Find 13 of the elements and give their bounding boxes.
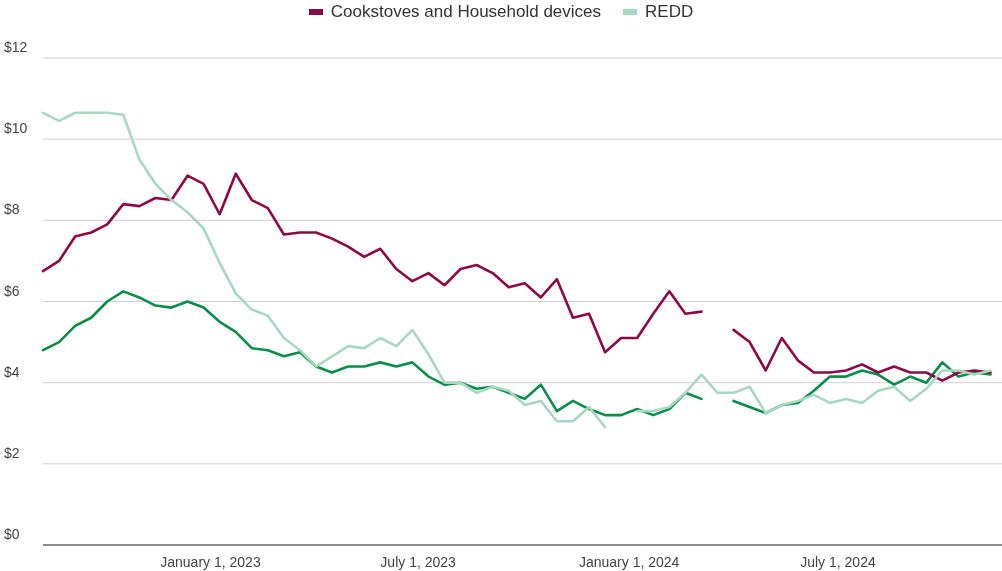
y-tick-label: $12 [4,39,28,55]
x-tick-label: July 1, 2023 [380,554,457,570]
x-tick-label: January 1, 2024 [578,554,680,570]
y-tick-label: $0 [4,526,20,542]
x-tick-label: July 1, 2024 [800,554,876,570]
y-tick-label: $8 [4,201,20,218]
legend-label: Cookstoves and Household devices [330,2,602,22]
y-tick-label: $10 [4,120,28,137]
y-tick-label: $6 [4,282,20,299]
y-tick-label: $4 [4,363,20,380]
legend-label: REDD [645,2,694,22]
y-tick-label: $2 [4,444,20,461]
x-tick-label: January 1, 2023 [160,554,261,570]
